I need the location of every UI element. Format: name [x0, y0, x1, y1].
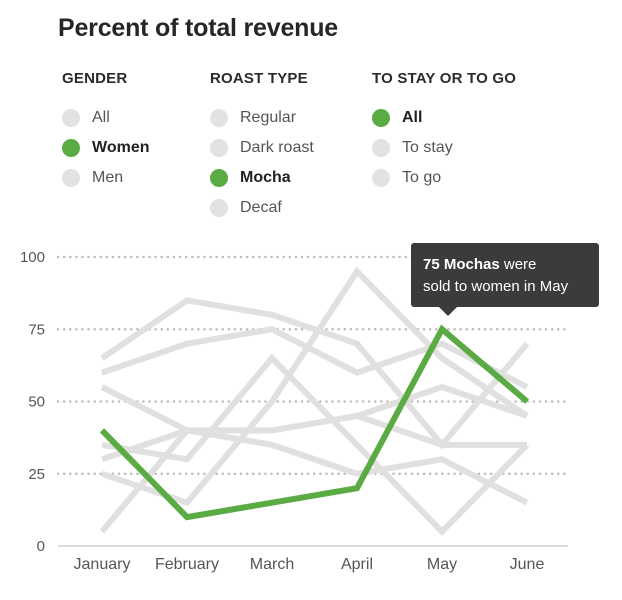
- series-line-muted: [99, 412, 527, 534]
- filter-option-label: All: [402, 109, 423, 126]
- radio-dot-icon: [210, 109, 228, 127]
- x-tick-label: January: [74, 556, 131, 573]
- filter-option-label: To stay: [402, 139, 453, 156]
- line-chart: 0 25 50 75 100 January February March April May Ju…: [20, 249, 570, 573]
- x-tick-label: March: [250, 556, 294, 573]
- radio-dot-icon: [62, 109, 80, 127]
- filter-header-gender: GENDER: [62, 70, 128, 87]
- filter-option-label: To go: [402, 169, 442, 186]
- filter-option-gender-men[interactable]: Men: [62, 163, 149, 193]
- radio-dot-icon: [62, 139, 80, 157]
- filter-option-stay-to-stay[interactable]: To stay: [372, 133, 516, 163]
- radio-dot-icon: [210, 199, 228, 217]
- series-line-highlighted: [99, 324, 529, 521]
- y-tick-label: 0: [37, 538, 45, 555]
- filter-option-roast-mocha[interactable]: Mocha: [210, 163, 314, 193]
- tooltip-text-line-2: sold to women in May: [423, 278, 569, 295]
- filter-option-label: Women: [92, 139, 150, 156]
- y-tick-label: 50: [28, 394, 45, 411]
- y-tick-label: 25: [28, 466, 45, 483]
- series-line-muted: [101, 266, 529, 507]
- x-tick-label: April: [341, 556, 373, 573]
- y-tick-label: 75: [28, 321, 45, 338]
- radio-dot-icon: [210, 139, 228, 157]
- filter-group-gender: GENDER All Women Men: [62, 70, 149, 193]
- tooltip-text: were: [499, 256, 537, 273]
- x-tick-label: May: [427, 556, 457, 573]
- series-line-muted: [100, 384, 529, 506]
- filter-option-roast-regular[interactable]: Regular: [210, 103, 314, 133]
- filter-option-stay-all[interactable]: All: [372, 103, 516, 133]
- filter-group-roast-type: ROAST TYPE Regular Dark roast Mocha Deca…: [210, 70, 314, 223]
- radio-dot-icon: [372, 139, 390, 157]
- radio-dot-icon: [372, 169, 390, 187]
- radio-dot-icon: [210, 169, 228, 187]
- filter-option-label: Men: [92, 169, 124, 186]
- filter-option-gender-all[interactable]: All: [62, 103, 149, 133]
- filter-header-roast-type: ROAST TYPE: [210, 70, 308, 87]
- filter-option-gender-women[interactable]: Women: [62, 133, 149, 163]
- filter-group-stay-or-go: TO STAY OR TO GO All To stay To go: [372, 70, 516, 193]
- series-line-muted: [101, 326, 529, 390]
- filter-option-label: Dark roast: [240, 139, 314, 156]
- data-tooltip: 75 Mochas were sold to women in May: [411, 243, 599, 316]
- filter-option-label: Mocha: [240, 169, 291, 186]
- filter-option-roast-dark[interactable]: Dark roast: [210, 133, 314, 163]
- filter-option-stay-to-go[interactable]: To go: [372, 163, 516, 193]
- x-tick-label: February: [155, 556, 219, 573]
- filter-option-label: Regular: [240, 109, 297, 126]
- radio-dot-icon: [372, 109, 390, 127]
- filter-option-roast-decaf[interactable]: Decaf: [210, 193, 314, 223]
- filter-header-stay-or-go: TO STAY OR TO GO: [372, 70, 517, 87]
- chart-title: Percent of total revenue: [58, 14, 339, 42]
- series-line-muted: [100, 297, 530, 450]
- x-tick-label: June: [510, 556, 545, 573]
- filter-option-label: Decaf: [240, 199, 282, 216]
- y-tick-label: 100: [20, 249, 45, 266]
- series-line-muted: [101, 353, 530, 536]
- tooltip-arrow-icon: [439, 307, 457, 316]
- tooltip-bold-text: 75 Mochas: [423, 256, 500, 273]
- filter-option-label: All: [92, 109, 110, 126]
- radio-dot-icon: [62, 169, 80, 187]
